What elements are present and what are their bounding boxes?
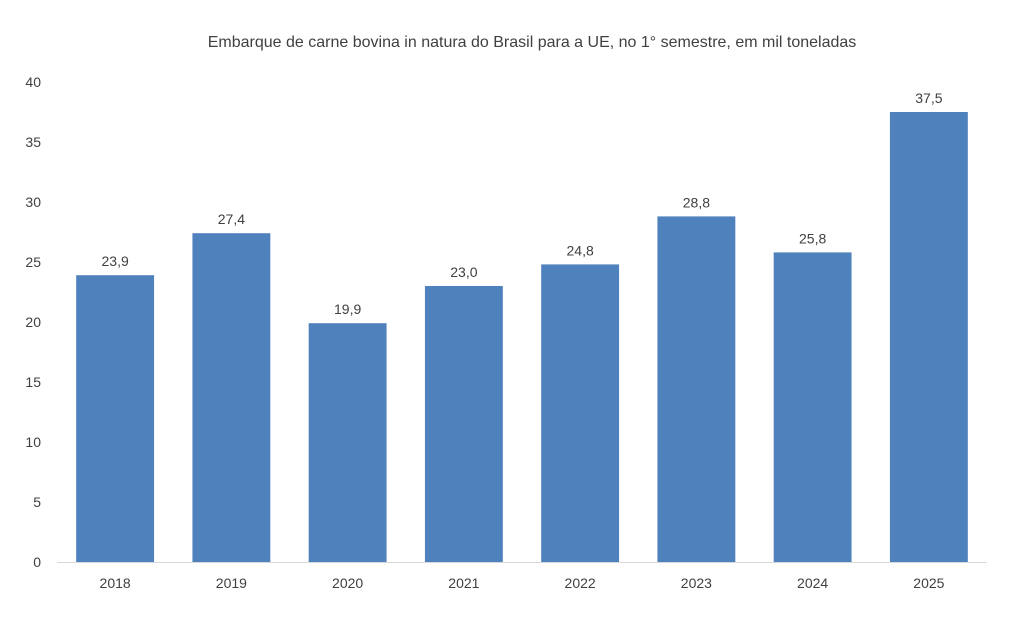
- x-tick-label: 2019: [216, 575, 247, 591]
- bar-2023: [657, 216, 736, 562]
- x-axis: 2018 2019 2020 2021 2022 2023 2024 2025: [57, 562, 987, 591]
- x-tick-label: 2022: [565, 575, 596, 591]
- bar-2022: [541, 264, 620, 562]
- y-tick-label: 5: [33, 494, 41, 510]
- data-label: 19,9: [334, 301, 361, 317]
- y-tick-label: 10: [25, 434, 41, 450]
- x-tick-label: 2018: [100, 575, 131, 591]
- bar-2021: [424, 286, 503, 562]
- bars: 23,9 27,4 19,9 23,0 24,8 28,8 25,8 37,5: [76, 90, 968, 562]
- y-tick-label: 20: [25, 314, 41, 330]
- data-label: 24,8: [567, 242, 594, 258]
- bar-2018: [76, 275, 155, 562]
- x-tick-label: 2021: [448, 575, 479, 591]
- bar-2020: [308, 323, 387, 562]
- y-tick-label: 25: [25, 254, 41, 270]
- data-label: 23,0: [450, 264, 477, 280]
- y-tick-label: 40: [25, 74, 41, 90]
- y-tick-label: 0: [33, 554, 41, 570]
- y-axis: 0 5 10 15 20 25 30 35 40: [25, 74, 41, 570]
- y-tick-label: 35: [25, 134, 41, 150]
- x-tick-label: 2024: [797, 575, 828, 591]
- y-tick-label: 30: [25, 194, 41, 210]
- x-tick-label: 2023: [681, 575, 712, 591]
- chart-title: Embarque de carne bovina in natura do Br…: [208, 34, 857, 51]
- bar-2019: [192, 233, 271, 562]
- data-label: 25,8: [799, 230, 826, 246]
- x-tick-label: 2020: [332, 575, 363, 591]
- x-tick-label: 2025: [913, 575, 944, 591]
- data-label: 37,5: [915, 90, 942, 106]
- data-label: 23,9: [102, 253, 129, 269]
- data-label: 28,8: [683, 194, 710, 210]
- bar-2024: [773, 252, 852, 562]
- bar-2025: [889, 112, 968, 562]
- y-tick-label: 15: [25, 374, 41, 390]
- data-label: 27,4: [218, 211, 245, 227]
